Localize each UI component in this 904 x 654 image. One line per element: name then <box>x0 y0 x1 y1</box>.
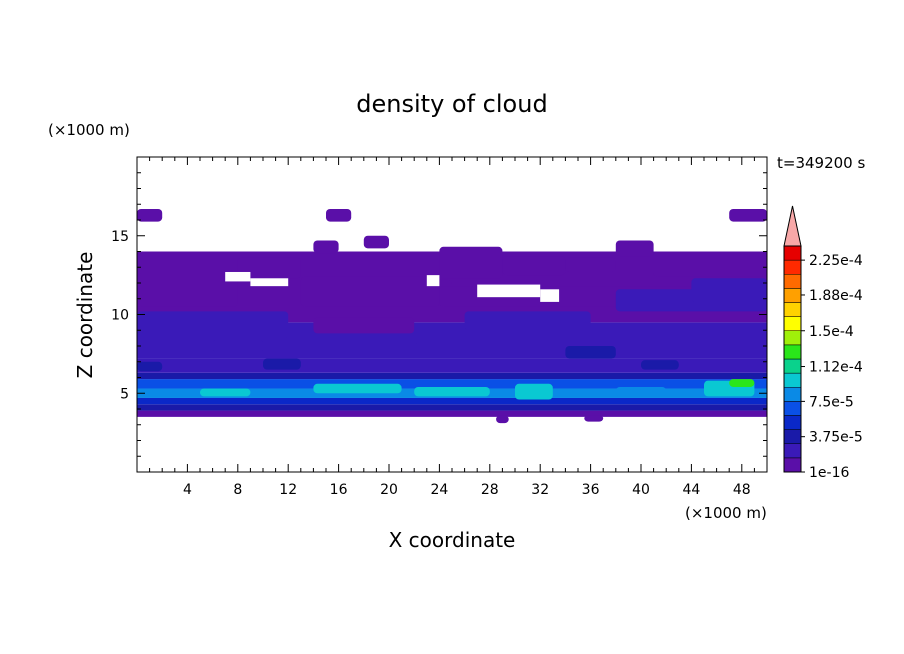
contour-band <box>137 404 767 411</box>
colorbar-swatch <box>783 259 802 275</box>
colorbar-tick-label: 2.25e-4 <box>809 253 863 269</box>
clear-region <box>477 284 541 298</box>
x-tick-label: 8 <box>233 482 242 498</box>
contour-cell <box>615 386 667 397</box>
contour-cell <box>414 342 465 356</box>
colorbar-tick-label: 3.75e-5 <box>809 430 863 446</box>
x-tick-label: 24 <box>430 482 448 498</box>
contour-cell <box>464 311 591 331</box>
clear-region <box>426 275 440 287</box>
contour-cell <box>300 276 440 307</box>
colorbar-overflow-arrow <box>783 205 802 247</box>
x-tick-label: 20 <box>380 482 398 498</box>
x-tick-label: 44 <box>682 482 700 498</box>
y-unit-label: (×1000 m) <box>48 121 130 139</box>
contour-cell <box>200 388 251 397</box>
contour-cell <box>729 208 767 222</box>
x-tick-label: 48 <box>733 482 751 498</box>
y-tick-label: 15 <box>111 229 129 245</box>
contour-cell <box>615 240 654 257</box>
contour-cell <box>584 415 604 422</box>
x-tick-label: 40 <box>632 482 650 498</box>
contour-cell <box>137 311 289 339</box>
colorbar-tick-label: 1.12e-4 <box>809 360 863 376</box>
colorbar-swatch <box>783 401 802 416</box>
colorbar-swatch <box>783 274 802 289</box>
colorbar-tick-label: 1.5e-4 <box>809 324 854 340</box>
colorbar-swatch <box>783 457 802 473</box>
contour-band <box>137 379 767 389</box>
y-tick-label: 5 <box>120 386 129 402</box>
contour-cell <box>502 256 566 276</box>
colorbar-tick-label: 7.5e-5 <box>809 394 854 410</box>
colorbar-swatch <box>783 387 802 402</box>
contour-cell <box>729 379 755 387</box>
colorbar-swatch <box>783 330 802 346</box>
contour-cell <box>137 361 163 372</box>
contour-band <box>137 397 767 405</box>
x-tick-label: 36 <box>582 482 600 498</box>
x-tick-label: 32 <box>531 482 549 498</box>
colorbar-swatch <box>783 344 802 360</box>
x-unit-label: (×1000 m) <box>685 504 767 522</box>
contour-field <box>137 208 767 424</box>
colorbar-swatch <box>783 316 802 331</box>
y-axis-label: Z coordinate <box>73 252 97 379</box>
colorbar-swatch <box>783 372 802 388</box>
contour-cell <box>653 251 767 277</box>
x-tick-label: 16 <box>330 482 348 498</box>
x-tick-label: 4 <box>183 482 192 498</box>
contour-cell <box>237 257 301 279</box>
x-axis-label: X coordinate <box>389 528 516 552</box>
contour-cell <box>313 240 339 254</box>
contour-cell <box>641 360 679 370</box>
contour-cell <box>565 346 616 359</box>
contour-cell <box>326 208 352 222</box>
colorbar-swatch <box>783 245 802 261</box>
contour-cell <box>363 235 389 249</box>
contour-cell <box>313 317 415 334</box>
contour-cell <box>263 358 301 370</box>
colorbar-swatch <box>783 429 802 444</box>
x-tick-label: 12 <box>279 482 297 498</box>
contour-cell <box>496 415 509 424</box>
contour-cell <box>515 383 553 400</box>
x-tick-label: 28 <box>481 482 499 498</box>
colorbar-tick-label: 1e-16 <box>809 465 849 481</box>
contour-band <box>137 410 767 417</box>
y-tick-label: 10 <box>111 308 129 324</box>
colorbar-tick-label: 1.88e-4 <box>809 288 863 304</box>
contour-cell <box>137 208 163 222</box>
colorbar-swatch <box>783 288 802 303</box>
time-label: t=349200 s <box>777 154 865 172</box>
clear-region <box>540 289 560 302</box>
contour-cell <box>313 383 402 394</box>
contour-cell <box>691 278 767 302</box>
contour-cell <box>137 273 238 307</box>
colorbar-swatch <box>783 415 802 430</box>
contour-cell <box>565 257 616 272</box>
colorbar-swatch <box>783 302 802 317</box>
colorbar: 2.25e-4 1.88e-4 1.5e-4 1.12e-4 7.5e-5 3.75e-5… <box>783 205 863 481</box>
contour-cell <box>414 386 490 397</box>
contour-cell <box>439 246 503 279</box>
colorbar-swatch <box>783 358 802 374</box>
contour-cell <box>212 339 263 353</box>
contour-band <box>137 372 767 380</box>
chart-title: density of cloud <box>356 90 547 118</box>
clear-region <box>250 278 289 287</box>
clear-region <box>225 271 251 282</box>
colorbar-swatch <box>783 443 802 459</box>
